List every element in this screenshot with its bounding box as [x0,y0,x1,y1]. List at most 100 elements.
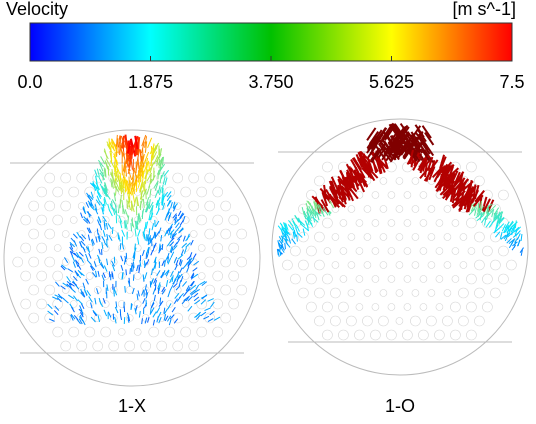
velocity-vector [122,243,123,249]
tube [101,327,111,337]
tube [380,178,387,185]
tube [70,217,77,224]
tube [322,218,332,228]
velocity-vector [203,316,209,319]
velocity-vector [114,290,115,297]
velocity-vector [201,312,206,316]
tube [306,274,316,284]
tube [29,201,39,211]
velocity-vector [73,276,77,280]
tube [466,274,476,284]
tube [322,330,332,340]
tube [338,330,348,340]
tube [458,288,468,298]
velocity-vector [155,190,158,198]
tube [396,234,403,241]
velocity-vector [179,280,181,286]
velocity-vector [139,311,140,318]
velocity-vector [135,221,136,229]
tube [452,248,459,255]
tube [181,187,191,197]
velocity-vector [166,280,167,287]
velocity-vector [67,276,71,282]
velocity-vector [172,275,173,282]
velocity-vector [98,271,99,277]
tube [69,327,79,337]
velocity-vector [475,207,477,215]
velocity-vector [137,265,139,271]
tube [388,192,395,199]
panel-label: 1-X [118,396,146,416]
velocity-vector [175,223,179,228]
tube [21,215,31,225]
tube [412,206,419,213]
velocity-vector [85,254,87,260]
tube [181,327,191,337]
velocity-vector [168,291,170,297]
tube [85,327,95,337]
tube [189,341,199,351]
velocity-vector [149,228,150,235]
tube [102,301,109,308]
velocity-vector [104,266,107,272]
velocity-vector [125,220,126,228]
tube [197,187,207,197]
velocity-vector [178,211,181,216]
tube [330,288,340,298]
tube [410,316,420,326]
tube [53,215,63,225]
velocity-vector [280,249,281,256]
velocity-vector [171,202,173,208]
tube [205,173,215,183]
tube [330,316,340,326]
tube [221,285,231,295]
tube [205,229,215,239]
velocity-vector [102,275,104,281]
colorbar-tick-label: 0.0 [17,72,42,92]
tube [460,234,467,241]
velocity-vector [153,245,154,251]
tube [444,234,451,241]
tube [13,257,23,267]
velocity-vector [97,169,99,177]
velocity-vector [104,310,107,316]
tube [452,276,459,283]
velocity-vector [517,240,520,246]
velocity-vector [172,307,175,312]
tube [428,290,435,297]
velocity-vector [150,308,151,315]
tube [205,257,215,267]
tube [322,274,332,284]
tube [298,288,308,298]
vector-plot [4,130,260,386]
tube [354,330,364,340]
tube [37,243,47,253]
velocity-vector [131,223,132,231]
tube [237,229,247,239]
tube [498,246,508,256]
velocity-vector [81,304,84,309]
velocity-vector [177,239,180,244]
tube [229,299,239,309]
tube [404,192,411,199]
velocity-vector [140,149,141,161]
velocity-vector [100,224,102,230]
velocity-vector [115,307,118,313]
velocity-vector [126,269,127,275]
velocity-vector [102,207,103,214]
velocity-vector [87,260,91,265]
tube [402,330,412,340]
velocity-vector [183,236,185,242]
tube [372,220,379,227]
velocity-vector [153,288,155,294]
velocity-vector [145,152,149,162]
velocity-vector [187,267,189,273]
velocity-vector [83,283,85,289]
tube [53,327,63,337]
velocity-vector [153,148,154,158]
velocity-vector [116,301,117,307]
velocity-vector [124,258,125,264]
tube [21,299,31,309]
velocity-vector [205,308,211,311]
